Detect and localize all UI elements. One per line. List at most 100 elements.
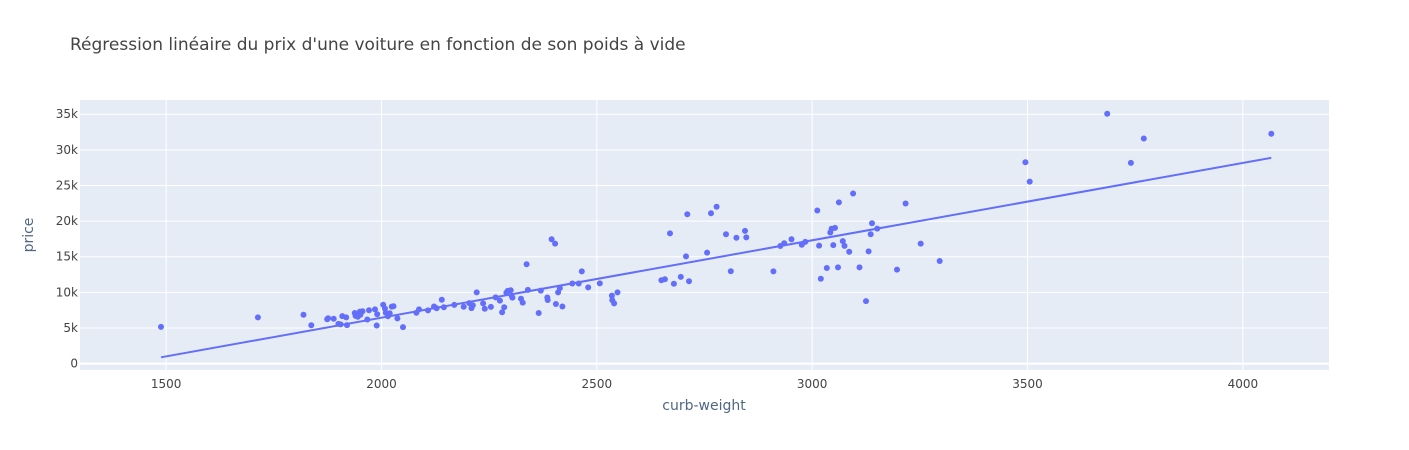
- data-point[interactable]: [330, 315, 337, 322]
- data-point[interactable]: [850, 190, 857, 197]
- data-point[interactable]: [492, 294, 499, 301]
- data-point[interactable]: [433, 305, 440, 312]
- data-point[interactable]: [496, 297, 503, 304]
- data-point[interactable]: [372, 306, 378, 313]
- data-point[interactable]: [509, 294, 516, 301]
- data-point[interactable]: [524, 286, 531, 293]
- data-point[interactable]: [507, 287, 514, 294]
- data-point[interactable]: [684, 211, 691, 218]
- data-point[interactable]: [869, 220, 875, 227]
- data-point[interactable]: [708, 210, 714, 217]
- data-point[interactable]: [548, 236, 555, 243]
- data-point[interactable]: [308, 322, 315, 329]
- data-point[interactable]: [386, 310, 393, 317]
- data-point[interactable]: [1026, 178, 1033, 185]
- data-point[interactable]: [254, 314, 261, 321]
- data-point[interactable]: [343, 314, 350, 321]
- data-point[interactable]: [817, 275, 824, 282]
- data-point[interactable]: [473, 289, 480, 296]
- data-point[interactable]: [400, 324, 406, 331]
- data-point[interactable]: [344, 322, 350, 329]
- data-point[interactable]: [683, 253, 689, 260]
- data-point[interactable]: [841, 242, 848, 249]
- data-point[interactable]: [1104, 110, 1111, 117]
- data-point[interactable]: [733, 234, 740, 241]
- data-point[interactable]: [552, 301, 559, 307]
- data-point[interactable]: [802, 238, 809, 245]
- data-point[interactable]: [863, 298, 869, 305]
- data-point[interactable]: [1022, 159, 1029, 166]
- data-point[interactable]: [917, 240, 924, 247]
- data-point[interactable]: [366, 307, 372, 314]
- data-point[interactable]: [835, 199, 842, 206]
- data-point[interactable]: [1140, 135, 1147, 142]
- data-point[interactable]: [856, 264, 863, 271]
- data-point[interactable]: [823, 265, 830, 271]
- data-point[interactable]: [487, 303, 494, 310]
- data-point[interactable]: [469, 302, 476, 309]
- data-point[interactable]: [846, 248, 853, 255]
- data-point[interactable]: [830, 242, 837, 249]
- data-point[interactable]: [300, 311, 307, 318]
- data-point[interactable]: [743, 234, 750, 241]
- data-point[interactable]: [451, 301, 458, 308]
- data-point[interactable]: [727, 268, 734, 275]
- data-point[interactable]: [501, 304, 508, 311]
- data-point[interactable]: [575, 280, 582, 287]
- data-point[interactable]: [742, 227, 748, 234]
- data-point[interactable]: [713, 203, 720, 210]
- data-point[interactable]: [936, 258, 943, 264]
- data-point[interactable]: [537, 287, 544, 294]
- data-point[interactable]: [438, 296, 445, 303]
- data-point[interactable]: [814, 207, 821, 214]
- data-point[interactable]: [781, 240, 788, 247]
- data-point[interactable]: [535, 310, 542, 316]
- data-point[interactable]: [614, 289, 621, 296]
- data-point[interactable]: [556, 285, 563, 292]
- data-point[interactable]: [704, 249, 711, 256]
- data-point[interactable]: [460, 303, 467, 310]
- data-point[interactable]: [440, 304, 447, 311]
- data-point[interactable]: [1127, 159, 1134, 166]
- data-point[interactable]: [894, 266, 900, 273]
- data-point[interactable]: [390, 303, 397, 310]
- data-point[interactable]: [559, 303, 566, 310]
- data-point[interactable]: [816, 242, 823, 249]
- data-point[interactable]: [325, 315, 332, 322]
- data-point[interactable]: [425, 307, 431, 314]
- data-point[interactable]: [723, 231, 729, 238]
- data-point[interactable]: [374, 311, 381, 318]
- data-point[interactable]: [667, 230, 673, 237]
- data-point[interactable]: [585, 284, 592, 291]
- data-point[interactable]: [835, 264, 841, 271]
- data-point[interactable]: [519, 299, 526, 306]
- data-point[interactable]: [832, 224, 838, 231]
- data-point[interactable]: [677, 273, 684, 280]
- data-point[interactable]: [670, 280, 677, 287]
- data-point[interactable]: [770, 268, 777, 275]
- data-point[interactable]: [158, 323, 164, 330]
- data-point[interactable]: [578, 268, 585, 275]
- data-point[interactable]: [788, 236, 795, 243]
- data-point[interactable]: [337, 321, 344, 328]
- data-point[interactable]: [661, 276, 668, 283]
- data-point[interactable]: [865, 248, 872, 255]
- data-point[interactable]: [839, 238, 846, 245]
- data-point[interactable]: [569, 280, 576, 287]
- data-point[interactable]: [596, 280, 603, 287]
- data-point[interactable]: [867, 231, 874, 238]
- data-point[interactable]: [608, 292, 615, 299]
- data-point[interactable]: [523, 261, 530, 268]
- data-point[interactable]: [481, 305, 488, 312]
- data-point[interactable]: [480, 300, 487, 307]
- data-point[interactable]: [874, 225, 881, 232]
- data-point[interactable]: [686, 278, 692, 285]
- data-point[interactable]: [373, 322, 380, 329]
- data-point[interactable]: [902, 200, 909, 207]
- data-point[interactable]: [499, 309, 506, 316]
- data-point[interactable]: [359, 308, 366, 315]
- data-point[interactable]: [364, 316, 371, 323]
- data-point[interactable]: [1268, 130, 1275, 137]
- data-point[interactable]: [611, 300, 618, 307]
- data-point[interactable]: [394, 315, 401, 322]
